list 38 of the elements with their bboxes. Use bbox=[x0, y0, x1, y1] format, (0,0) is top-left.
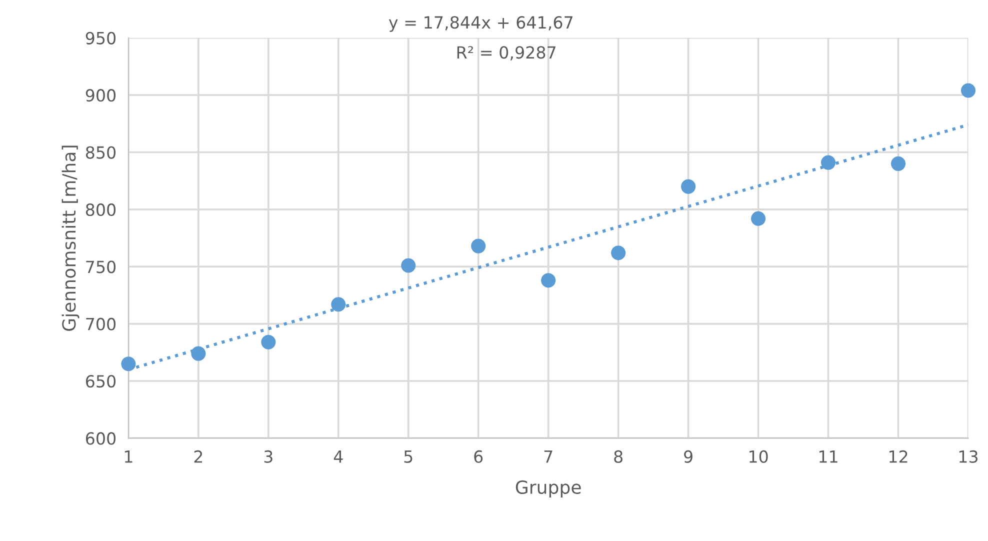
x-tick-label: 2 bbox=[194, 450, 202, 463]
x-axis-title: Gruppe bbox=[516, 480, 581, 498]
text: y = 17,844x + 641,67 bbox=[388, 16, 572, 32]
x-tick-label: 13 bbox=[959, 450, 978, 463]
annotation: R² = 0,9287 bbox=[457, 46, 556, 60]
point bbox=[541, 273, 556, 288]
x-tick-label: 9 bbox=[684, 450, 692, 463]
x-tick-label: 4 bbox=[334, 450, 343, 463]
point bbox=[331, 297, 346, 312]
x-tick-label: 6 bbox=[474, 450, 483, 463]
point bbox=[751, 211, 766, 226]
point bbox=[471, 238, 486, 254]
y-axis-title: Gjennomsnitt [m/ha] bbox=[62, 146, 80, 331]
y-tick-label: 850 bbox=[86, 146, 116, 159]
y-tick-label: 650 bbox=[86, 374, 116, 388]
point bbox=[401, 258, 416, 273]
point bbox=[681, 179, 696, 194]
x-tick-label: 5 bbox=[404, 450, 412, 463]
point bbox=[820, 155, 836, 170]
point bbox=[611, 246, 626, 260]
y-tick-label: 800 bbox=[86, 203, 116, 216]
x-tick-label: 1 bbox=[124, 450, 132, 463]
point bbox=[191, 346, 206, 361]
x-tick-label: 3 bbox=[264, 450, 272, 463]
point bbox=[121, 356, 136, 372]
x-tick-label: 11 bbox=[820, 450, 838, 463]
point bbox=[960, 83, 976, 98]
x-tick-label: 7 bbox=[544, 450, 552, 463]
y-tick-label: 700 bbox=[86, 318, 116, 330]
x-tick-label: 8 bbox=[614, 450, 622, 463]
point bbox=[890, 156, 906, 171]
x-tick-label: 10 bbox=[750, 450, 768, 463]
y-tick-label: 750 bbox=[86, 260, 116, 274]
y-tick-label: 950 bbox=[86, 32, 116, 44]
point bbox=[261, 334, 276, 350]
x-tick-label: 12 bbox=[889, 450, 908, 463]
y-tick-label: 600 bbox=[86, 432, 116, 445]
y-tick-label: 900 bbox=[86, 89, 116, 102]
